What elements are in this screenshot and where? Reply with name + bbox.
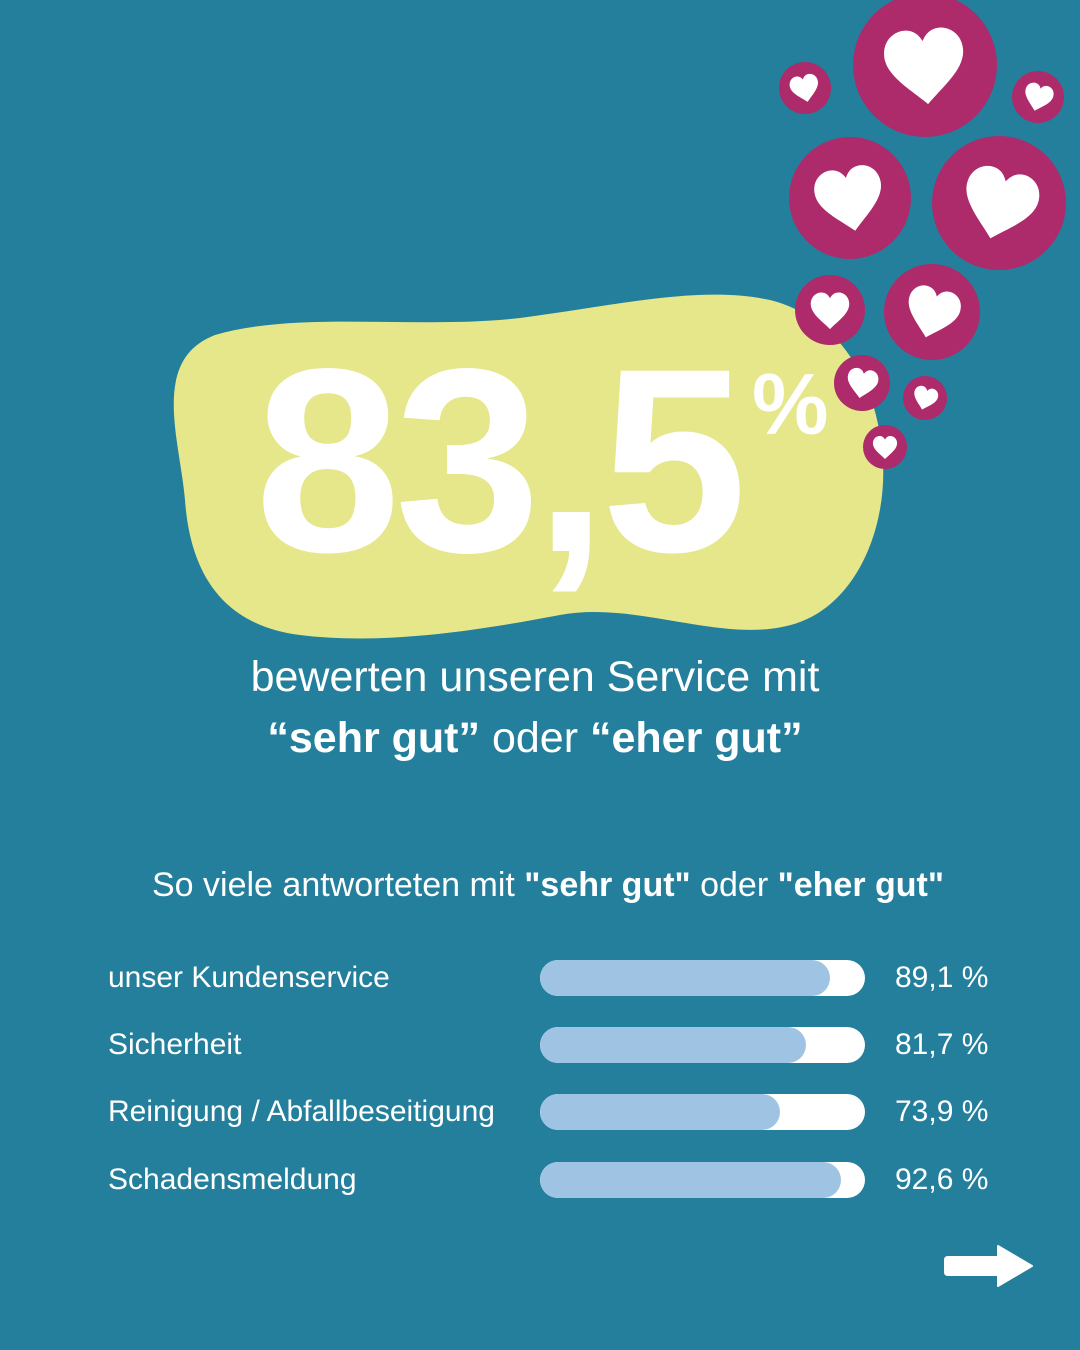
heart-bubble (834, 355, 890, 411)
heart-bubble (932, 136, 1066, 270)
chart-title-bold2: "eher gut" (777, 866, 944, 904)
bar-fill (540, 960, 830, 996)
heart-icon (884, 27, 964, 105)
quote-sehr-gut: “sehr gut” (267, 714, 481, 762)
bar-label: Sicherheit (108, 1028, 242, 1061)
bar-label: Reinigung / Abfallbeseitigung (108, 1095, 495, 1128)
bar-value: 81,7 % (895, 1028, 989, 1061)
headline-unit: % (752, 357, 829, 453)
heart-bubble (795, 275, 865, 345)
bar-row: Reinigung / Abfallbeseitigung 73,9 % (0, 1094, 1080, 1134)
heart-icon (872, 436, 898, 459)
heart-icon (810, 292, 850, 330)
chart-title: So viele antworteten mit "sehr gut" oder… (0, 866, 1080, 905)
heart-bubble (903, 376, 947, 420)
subtitle-line1: bewerten unseren Service mit (250, 653, 820, 701)
headline-value: 83,5 (255, 314, 747, 607)
bar-track (540, 1162, 865, 1198)
heart-bubble (863, 425, 907, 469)
heart-icon (1025, 82, 1054, 111)
bar-track (540, 1094, 865, 1130)
bar-track (540, 960, 865, 996)
bar-value: 92,6 % (895, 1163, 989, 1196)
bar-label: Schadensmeldung (108, 1163, 357, 1196)
heart-icon (966, 165, 1040, 239)
bar-row: unser Kundenservice 89,1 % (0, 960, 1080, 1000)
bar-fill (540, 1162, 841, 1198)
bar-value: 89,1 % (895, 961, 989, 994)
quote-eher-gut: “eher gut” (589, 714, 803, 762)
heart-bubble (1012, 71, 1064, 123)
heart-icon (814, 165, 881, 231)
heart-icon (908, 285, 961, 338)
highlight-blob (173, 294, 884, 639)
chart-title-mid: oder (690, 866, 778, 904)
heart-bubble (853, 0, 997, 137)
bar-fill (540, 1027, 806, 1063)
bar-label: unser Kundenservice (108, 961, 390, 994)
heart-icon (789, 73, 818, 102)
bar-row: Sicherheit 81,7 % (0, 1027, 1080, 1067)
heart-bubble (884, 264, 980, 360)
bar-row: Schadensmeldung 92,6 % (0, 1162, 1080, 1202)
bar-track (540, 1027, 865, 1063)
chart-title-bold1: "sehr gut" (524, 866, 691, 904)
arrow-right-icon[interactable] (944, 1243, 1034, 1289)
subtitle-line2: “sehr gut” oder “eher gut” (0, 717, 1070, 760)
subtitle-oder: oder (480, 714, 590, 762)
heart-icon (914, 385, 939, 410)
heart-bubble (779, 62, 831, 114)
chart-title-pre: So viele antworteten mit (152, 866, 525, 904)
heart-icon (847, 367, 879, 399)
bar-fill (540, 1094, 781, 1130)
bar-value: 73,9 % (895, 1095, 989, 1128)
heart-bubble (789, 137, 911, 259)
